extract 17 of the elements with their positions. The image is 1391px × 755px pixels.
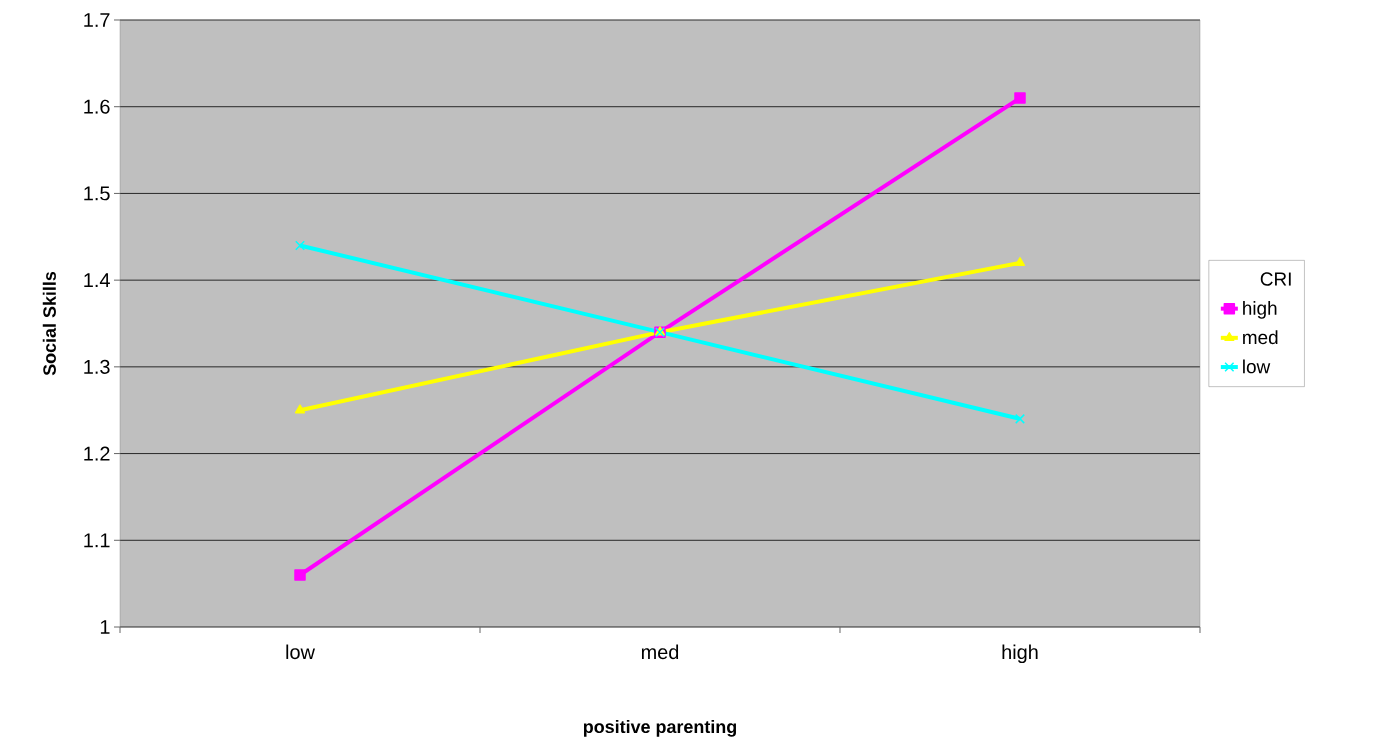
legend-label: low: [1243, 359, 1271, 374]
x-tick-label: med: [641, 644, 679, 660]
y-tick-label: 1.4: [84, 273, 110, 287]
legend-label: high: [1243, 301, 1277, 319]
y-axis-title: Social Skills: [42, 271, 56, 376]
y-tick-label: 1.5: [84, 186, 110, 201]
x-tick-label: high: [1002, 644, 1038, 664]
legend-title: CRI: [1260, 272, 1291, 286]
y-tick-label: 1.7: [84, 13, 110, 27]
x-tick-label: low: [286, 644, 315, 660]
y-tick-label: 1.6: [84, 99, 110, 114]
y-tick-label: 1.1: [84, 533, 110, 548]
y-tick-label: 1: [100, 620, 110, 634]
y-tick-label: 1.3: [84, 359, 110, 374]
y-tick-label: 1.2: [84, 446, 110, 461]
legend-label: med: [1243, 330, 1278, 345]
x-axis-title: positive parenting: [583, 719, 737, 737]
